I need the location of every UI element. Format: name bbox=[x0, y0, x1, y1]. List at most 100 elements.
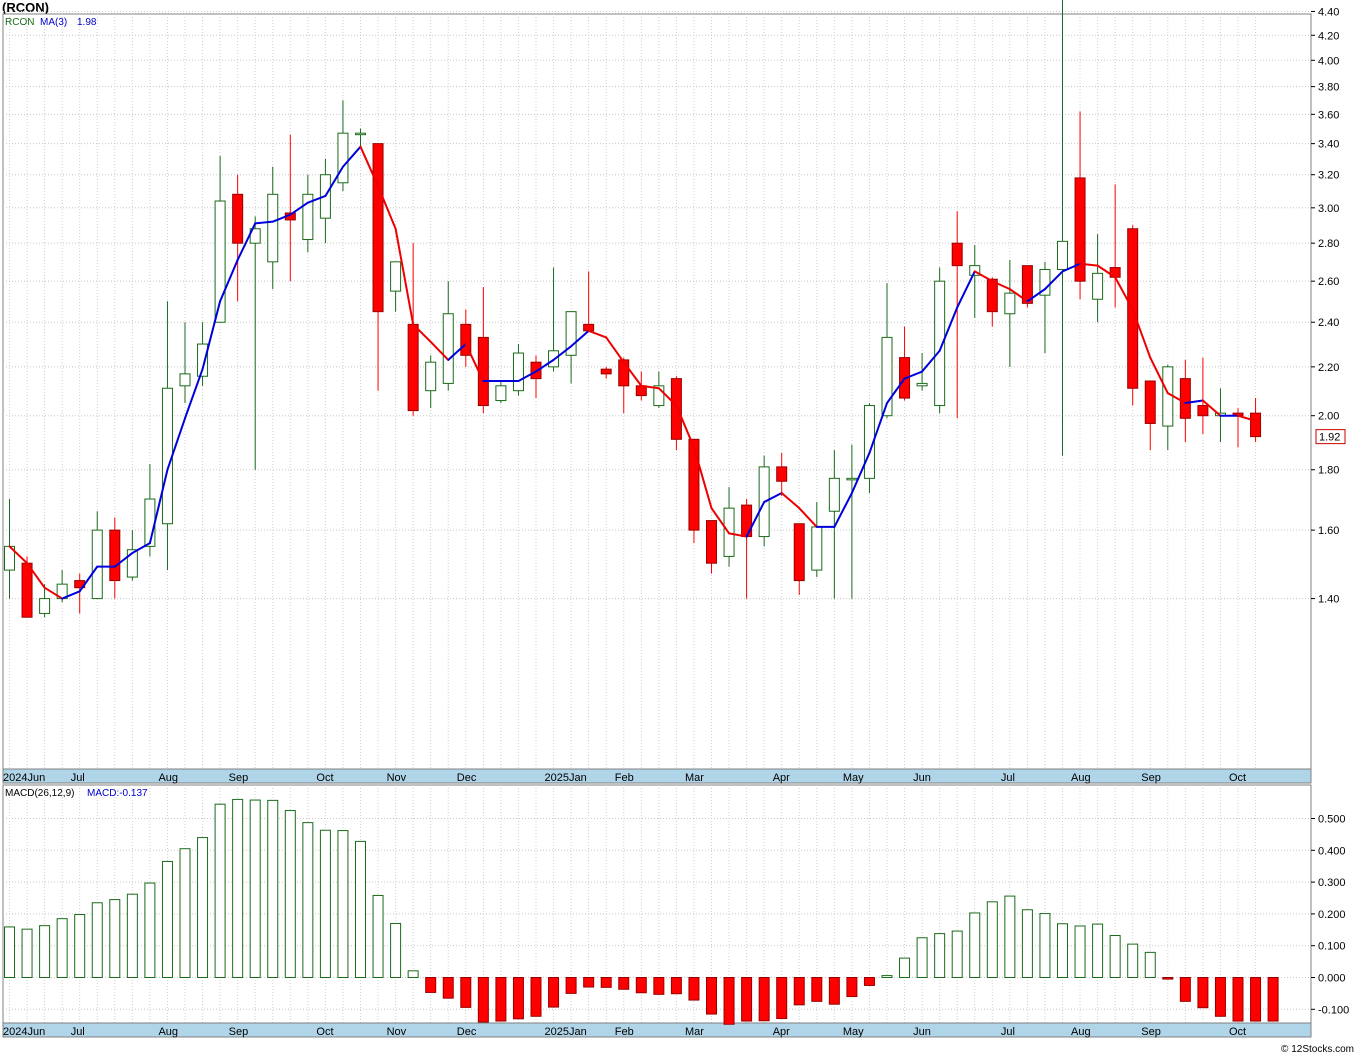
price-tick-label: 3.80 bbox=[1318, 82, 1339, 94]
x-axis-label: Aug bbox=[1071, 772, 1091, 784]
ma3-line-segment bbox=[341, 145, 362, 168]
ma3-line-segment bbox=[447, 343, 467, 361]
x-axis-label: 2024Jun bbox=[3, 1026, 45, 1038]
macd-bar-negative bbox=[618, 977, 630, 990]
macd-bar-negative bbox=[495, 977, 507, 1022]
x-axis-label: Oct bbox=[316, 1026, 333, 1038]
candle-body-up bbox=[828, 477, 840, 512]
x-axis-label: Mar bbox=[685, 772, 704, 784]
macd-bar-positive bbox=[881, 975, 893, 978]
ma3-line-segment bbox=[1079, 262, 1099, 267]
x-axis-label: Jun bbox=[913, 1026, 931, 1038]
ma3-line-segment bbox=[78, 565, 99, 593]
candle-body-up bbox=[337, 132, 349, 184]
price-tick-label: 4.00 bbox=[1318, 55, 1339, 67]
legend-ma-label: MA(3) bbox=[40, 17, 67, 28]
x-axis-label: Nov bbox=[387, 1026, 407, 1038]
x-axis-label: Sep bbox=[1141, 1026, 1161, 1038]
ma3-line-segment bbox=[429, 340, 450, 361]
x-axis-label: 2025Jan bbox=[545, 772, 587, 784]
macd-bar-positive bbox=[284, 810, 296, 978]
candle-body-up bbox=[390, 261, 402, 292]
price-tick-label: 2.40 bbox=[1318, 317, 1339, 329]
candle-body-up bbox=[565, 311, 577, 356]
macd-bar-positive bbox=[179, 848, 191, 979]
price-x-axis-band bbox=[2, 768, 1312, 784]
candle-body-up bbox=[881, 336, 893, 417]
x-axis-label: Apr bbox=[773, 772, 790, 784]
price-tick-label: 1.80 bbox=[1318, 465, 1339, 477]
macd-bar-positive bbox=[1039, 913, 1051, 978]
candle-body-down bbox=[372, 143, 384, 313]
macd-bar-positive bbox=[144, 882, 156, 979]
ma3-line-segment bbox=[1008, 288, 1029, 303]
ma3-line-segment bbox=[921, 349, 941, 373]
macd-bar-positive bbox=[337, 830, 349, 978]
candle-body-down bbox=[407, 323, 419, 412]
ma3-line-segment bbox=[535, 358, 555, 373]
macd-bar-negative bbox=[863, 977, 875, 986]
candle-body-down bbox=[776, 466, 788, 482]
legend-ma-value: 1.98 bbox=[77, 17, 97, 28]
macd-bar-positive bbox=[302, 822, 314, 978]
candle-body-up bbox=[863, 405, 875, 479]
candle-body-up bbox=[39, 598, 51, 614]
macd-bar-negative bbox=[776, 977, 788, 1020]
ma3-line-segment bbox=[938, 306, 959, 352]
x-axis-label: Feb bbox=[615, 772, 634, 784]
ma3-line-segment bbox=[359, 145, 380, 188]
candle-body-up bbox=[512, 352, 524, 392]
ma3-line-segment bbox=[464, 343, 485, 383]
x-axis-label: 2024Jun bbox=[3, 772, 45, 784]
macd-bar-positive bbox=[56, 918, 68, 978]
ma3-line-segment bbox=[377, 185, 397, 230]
macd-bar-negative bbox=[828, 977, 840, 1005]
ma3-line-segment bbox=[8, 545, 29, 565]
ma3-line-segment bbox=[956, 270, 976, 309]
credit-label: © 12Stocks.com bbox=[1281, 1044, 1354, 1055]
macd-bar-positive bbox=[986, 901, 998, 978]
price-tick-label: 4.20 bbox=[1318, 30, 1339, 42]
macd-bar-negative bbox=[425, 977, 437, 993]
x-axis-label: 2025Jan bbox=[545, 1026, 587, 1038]
ma3-line-segment bbox=[1184, 399, 1204, 405]
x-axis-label: Sep bbox=[229, 772, 249, 784]
legend-symbol: RCON bbox=[5, 17, 34, 28]
ma3-line-segment bbox=[570, 329, 590, 348]
ma3-line-segment bbox=[780, 492, 801, 510]
macd-bar-negative bbox=[530, 977, 542, 1017]
ma3-line-segment bbox=[201, 300, 222, 371]
candle-body-down bbox=[688, 438, 700, 531]
ma3-line-segment bbox=[254, 220, 274, 225]
ma3-line-segment bbox=[394, 227, 415, 326]
x-axis-label: Oct bbox=[1229, 1026, 1246, 1038]
ma3-line-segment bbox=[1201, 399, 1222, 417]
x-axis-label: Sep bbox=[229, 1026, 249, 1038]
ma3-line-segment bbox=[113, 552, 134, 568]
ma3-line-segment bbox=[236, 222, 257, 261]
ma3-line-segment bbox=[1096, 264, 1117, 279]
macd-bar-negative bbox=[548, 977, 560, 1008]
macd-bar-positive bbox=[197, 837, 209, 979]
macd-bar-positive bbox=[372, 894, 384, 978]
candle-body-down bbox=[951, 242, 963, 267]
x-axis-label: Oct bbox=[1229, 772, 1246, 784]
macd-bar-negative bbox=[583, 977, 595, 988]
macd-x-axis-band bbox=[2, 1022, 1312, 1038]
candle-body-up bbox=[161, 387, 173, 525]
candle-body-up bbox=[214, 200, 226, 323]
x-axis-label: Aug bbox=[158, 772, 178, 784]
macd-bar-negative bbox=[1267, 977, 1279, 1022]
macd-bar-positive bbox=[899, 957, 911, 978]
ma3-line-segment bbox=[148, 468, 169, 545]
candle-body-down bbox=[21, 562, 33, 618]
last-price-box bbox=[1315, 429, 1346, 445]
ma3-line-segment bbox=[1061, 262, 1082, 273]
macd-bar-negative bbox=[460, 977, 472, 1008]
macd-bar-negative bbox=[706, 977, 717, 1015]
candle-body-up bbox=[1092, 272, 1104, 300]
price-tick-label: 3.60 bbox=[1318, 109, 1339, 121]
ma3-line-segment bbox=[622, 361, 643, 387]
candle-body-down bbox=[706, 520, 717, 564]
candle-body-down bbox=[618, 359, 630, 387]
